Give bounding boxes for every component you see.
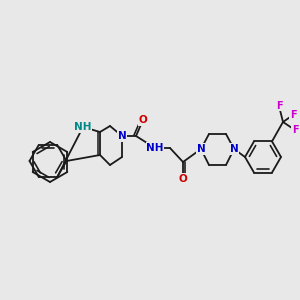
Text: F: F (276, 101, 282, 111)
Text: NH: NH (74, 122, 92, 132)
Text: NH: NH (146, 143, 164, 153)
Text: F: F (292, 125, 298, 135)
Text: N: N (196, 144, 206, 154)
Text: N: N (118, 131, 126, 141)
Text: N: N (230, 144, 238, 154)
Text: F: F (290, 110, 296, 120)
Text: O: O (139, 115, 147, 125)
Text: O: O (178, 174, 188, 184)
